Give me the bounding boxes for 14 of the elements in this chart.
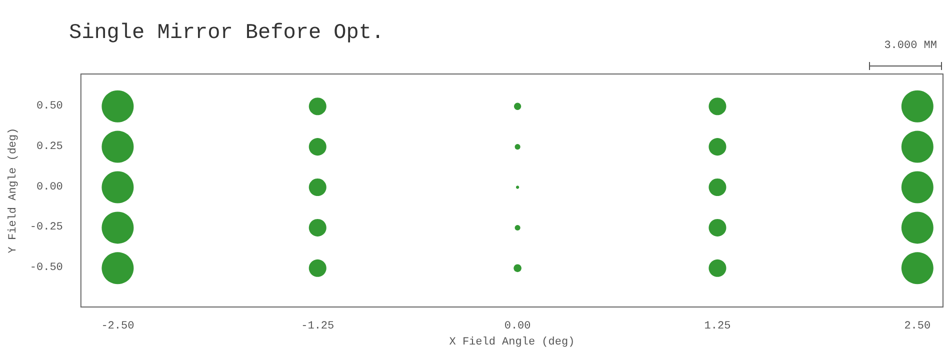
x-tick-label: 2.50 <box>904 320 931 332</box>
y-axis-title: Y Field Angle (deg) <box>8 128 20 254</box>
y-tick-label: -0.50 <box>30 262 63 274</box>
x-tick-label: 0.00 <box>504 320 531 332</box>
y-tick-label: -0.25 <box>30 222 63 234</box>
y-tick-label: 0.00 <box>36 181 63 194</box>
y-tick-label: 0.25 <box>36 140 63 153</box>
x-tick-label: -2.50 <box>101 320 134 332</box>
x-tick-label: -1.25 <box>301 320 334 332</box>
x-axis-title: X Field Angle (deg) <box>449 336 575 348</box>
y-tick-label: 0.50 <box>36 100 63 112</box>
chart-title: Single Mirror Before Opt. <box>69 22 384 45</box>
x-tick-label: 1.25 <box>704 320 731 332</box>
text: 3.000 MM <box>884 40 937 52</box>
